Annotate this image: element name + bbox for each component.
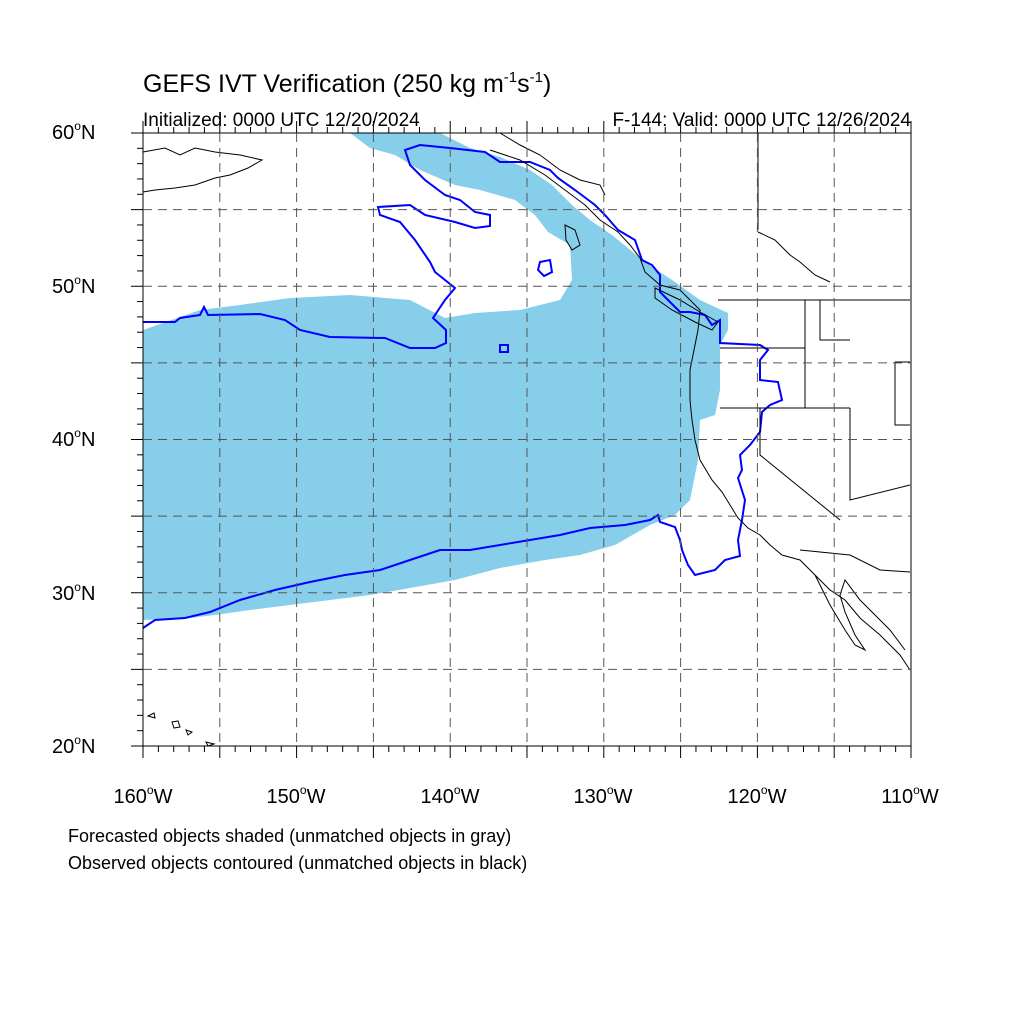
haida-gwaii bbox=[564, 224, 581, 251]
lon-label-130w: 130oW bbox=[573, 783, 633, 808]
lat-label-30: 30oN bbox=[52, 580, 96, 605]
alaska-canada-border bbox=[757, 133, 831, 283]
lon-label-110w: 110oW bbox=[881, 783, 939, 808]
chart-title: GEFS IVT Verification (250 kg m-1s-1) bbox=[143, 69, 552, 98]
lat-label-60: 60oN bbox=[52, 119, 96, 144]
lon-label-120w: 120oW bbox=[727, 783, 787, 808]
alaska-coastline bbox=[142, 147, 264, 193]
lon-label-150w: 150oW bbox=[266, 783, 326, 808]
hawaii-islands bbox=[146, 712, 216, 747]
legend-observed-note: Observed objects contoured (unmatched ob… bbox=[68, 853, 528, 873]
vancouver-island bbox=[654, 287, 719, 331]
lat-label-40: 40oN bbox=[52, 426, 96, 451]
observed-object-small-1 bbox=[536, 258, 554, 278]
state-borders bbox=[720, 300, 911, 573]
initialized-label: Initialized: 0000 UTC 12/20/2024 bbox=[143, 110, 420, 131]
valid-label: F-144: Valid: 0000 UTC 12/26/2024 bbox=[612, 110, 911, 131]
lat-label-20: 20oN bbox=[52, 733, 96, 758]
axis-ticks bbox=[131, 121, 912, 758]
lon-label-160w: 160oW bbox=[113, 783, 173, 808]
forecast-object-shaded bbox=[143, 133, 728, 620]
legend-forecast-note: Forecasted objects shaded (unmatched obj… bbox=[68, 826, 512, 846]
observed-object-contour bbox=[142, 143, 784, 629]
graticule bbox=[143, 133, 911, 746]
baja-peninsula bbox=[814, 574, 906, 652]
alaska-coastline-2 bbox=[499, 132, 606, 196]
lon-label-140w: 140oW bbox=[420, 783, 480, 808]
lat-label-50: 50oN bbox=[52, 273, 96, 298]
observed-object-small-2 bbox=[499, 344, 509, 353]
